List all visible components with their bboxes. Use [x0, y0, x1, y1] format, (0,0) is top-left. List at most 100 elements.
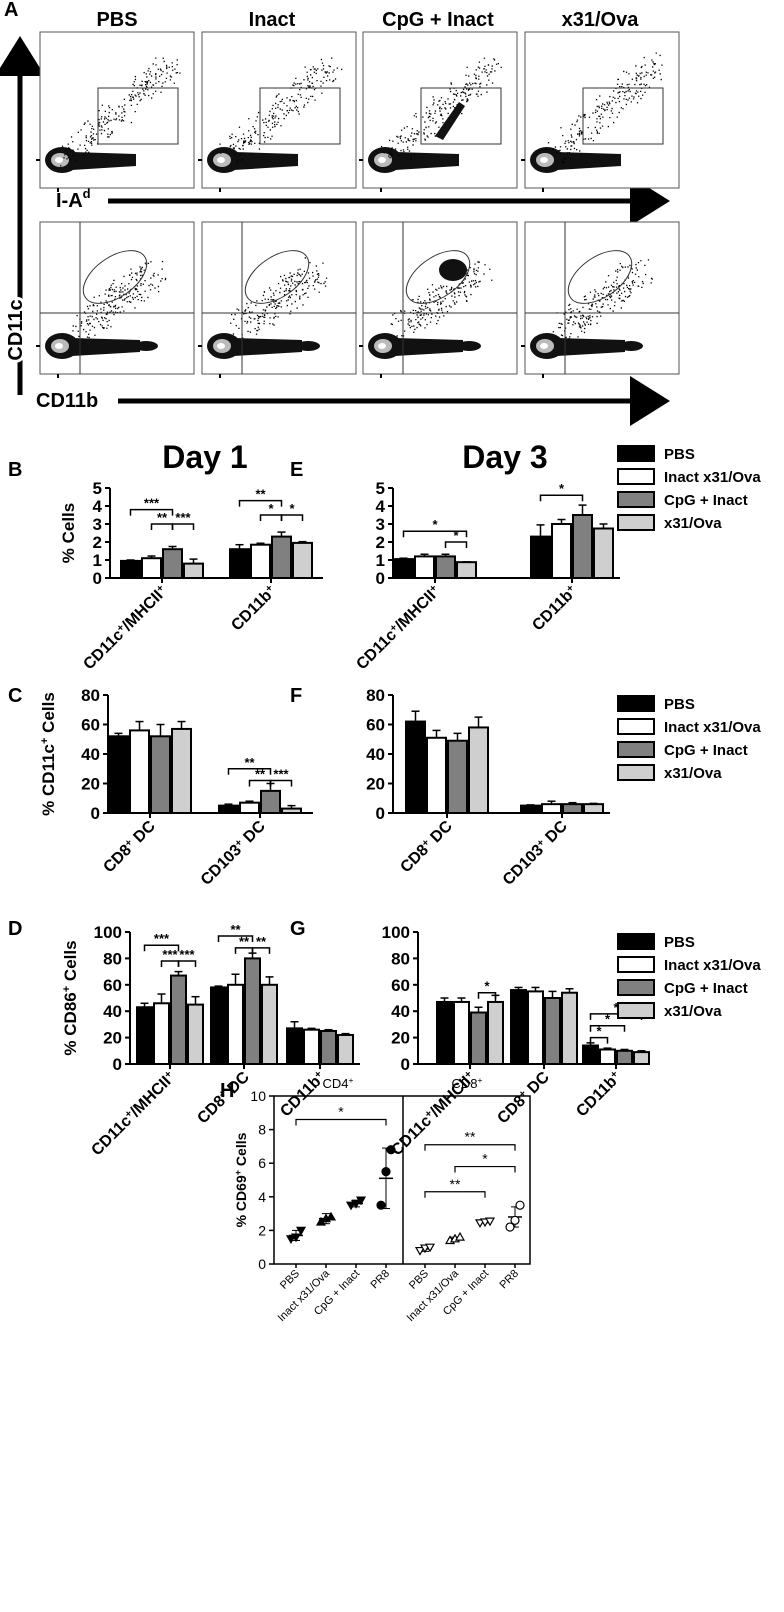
gate-ellipse	[567, 250, 633, 304]
bar-cpg-inact	[447, 739, 468, 814]
x-tick-label: PBS	[407, 1268, 431, 1292]
significance-bracket	[539, 494, 584, 502]
y-axis-label: % CD86+ Cells	[61, 940, 80, 1055]
data-point	[345, 1201, 357, 1211]
x-tick-label: PR8	[497, 1268, 521, 1292]
y-tick-label: 2	[376, 533, 385, 552]
iad-axis-label: I-Ad	[56, 186, 91, 212]
bar-cpg-inact	[562, 803, 583, 815]
significance-label: **	[239, 934, 250, 949]
data-point	[414, 1246, 426, 1256]
significance-label: *	[596, 1024, 602, 1039]
bar-cpg-inact	[271, 535, 292, 579]
bar-pbs	[210, 986, 227, 1065]
y-tick-label: 80	[366, 686, 385, 705]
significance-label: **	[157, 510, 168, 525]
significance-label: **	[256, 934, 267, 949]
gate-box	[259, 87, 341, 145]
significance-bracket	[251, 947, 271, 954]
y-tick-label: 8	[258, 1122, 266, 1138]
significance-label: **	[465, 1129, 476, 1145]
x-tick-label: CD11b+	[573, 1068, 625, 1120]
legend-swatch	[617, 956, 655, 973]
significance-bracket	[295, 1118, 387, 1126]
bar-x31-ova	[456, 561, 477, 579]
data-point	[510, 1215, 520, 1225]
bar-cpg-inact	[572, 514, 593, 579]
data-point	[386, 1145, 396, 1155]
y-tick-label: 5	[93, 479, 102, 498]
flow-plots	[36, 31, 680, 378]
legend-label: CpG + Inact	[664, 980, 748, 997]
legend-label: PBS	[664, 696, 695, 713]
bar-x31-ova	[487, 1000, 504, 1066]
legend-swatch	[617, 1002, 655, 1019]
population-contour	[378, 343, 386, 349]
significance-label: **	[255, 767, 266, 782]
x-tick-label: CD8+ DC	[494, 1068, 553, 1127]
significance-bracket	[269, 779, 293, 787]
x-tick-label: Inact x31/Ova	[276, 1267, 333, 1324]
gate-box	[420, 87, 502, 145]
y-tick-label: 4	[93, 497, 103, 516]
activated-population	[435, 102, 465, 140]
bar-pbs	[405, 720, 426, 814]
legend-label: x31/Ova	[664, 765, 722, 782]
significance-bracket	[477, 991, 497, 999]
legend-label: x31/Ova	[664, 1003, 722, 1020]
population-contour	[540, 343, 548, 349]
significance-label: *	[605, 1012, 611, 1027]
population-contour	[217, 157, 225, 163]
x-tick-label: CD11b+	[228, 582, 280, 634]
significance-bracket	[424, 1191, 486, 1198]
y-tick-label: 6	[258, 1155, 266, 1171]
bar-cpg-inact	[544, 997, 561, 1065]
flow-col-label-3: CpG + Inact	[382, 9, 494, 31]
y-tick-label: 100	[382, 923, 410, 942]
event-dots	[230, 257, 328, 339]
bar-cpg-inact	[260, 789, 281, 814]
x-tick-label: CD103+ DC	[499, 817, 571, 889]
data-point	[515, 1200, 525, 1210]
panel-letter: H	[220, 1080, 234, 1102]
significance-label: **	[244, 755, 255, 770]
population-contour	[55, 157, 63, 163]
data-point	[381, 1166, 391, 1177]
x-tick-label: CD11c+/MHCII+	[80, 582, 171, 673]
bar-cpg-inact	[435, 555, 456, 580]
y-tick-label: 20	[81, 775, 100, 794]
y-tick-label: 60	[81, 716, 100, 735]
legend-swatch	[617, 764, 655, 781]
significance-bracket	[444, 541, 468, 548]
panel-letter: C	[8, 685, 22, 707]
panel-letter: D	[8, 918, 22, 940]
significance-label: ***	[175, 510, 191, 525]
bar-pbs	[520, 804, 541, 814]
significance-bracket	[129, 508, 174, 516]
population-tail	[134, 341, 158, 351]
legend-swatch	[617, 468, 655, 485]
population-tail	[557, 338, 625, 356]
gate-box	[582, 87, 664, 145]
bar-inact-x31-ova	[250, 543, 271, 580]
significance-bracket	[424, 1144, 516, 1151]
y-tick-label: 40	[103, 1002, 122, 1021]
flow-col-label-1: PBS	[96, 9, 137, 31]
chart-day1-cd11c: C % CD11c+ Cells 0 20 40 60 80 CD8+ DC CD103+ DC…	[8, 685, 313, 889]
population-tail	[72, 152, 136, 170]
y-tick-label: 0	[93, 569, 102, 588]
bar-cpg-inact	[616, 1049, 633, 1066]
bar-x31-ova	[468, 726, 489, 815]
y-tick-label: 80	[103, 949, 122, 968]
x-tick-label: CD103+ DC	[197, 817, 269, 889]
legend-cd11c-panels: PBS Inact x31/Ova CpG + Inact x31/Ova	[617, 695, 761, 782]
x-tick-label: CD11b+	[529, 582, 581, 634]
y-tick-label: 80	[81, 686, 100, 705]
subpanel-title: CD4+	[323, 1075, 354, 1091]
chart-day1-cd86: D % CD86+ Cells 0 20 40 60 80 100 CD11c+/MHCII+ C…	[8, 918, 360, 1159]
legend-label: Inact x31/Ova	[664, 719, 761, 736]
y-tick-label: 80	[391, 949, 410, 968]
y-tick-label: 0	[376, 804, 385, 823]
significance-label: **	[255, 487, 266, 502]
